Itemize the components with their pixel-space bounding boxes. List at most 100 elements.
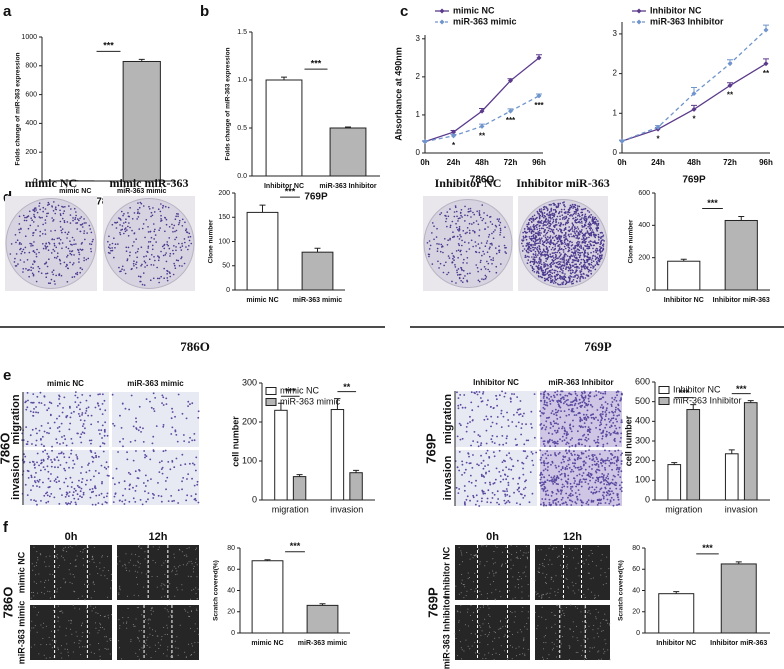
- legend-label: Inhibitor NC: [650, 5, 702, 15]
- bar: [330, 409, 345, 501]
- y-tick-label: 0: [231, 630, 235, 637]
- legend-marker: [439, 19, 445, 25]
- significance-label: ***: [285, 187, 296, 197]
- marker: [655, 124, 661, 130]
- error-bar: [671, 462, 678, 465]
- significance-label: ***: [506, 116, 516, 125]
- x-tick-label: mimic NC: [59, 188, 91, 195]
- bar: [246, 211, 279, 291]
- x-tick-label: Inhibitor miR-363: [710, 640, 767, 647]
- significance-label: *: [692, 114, 696, 123]
- column-label: miR-363 mimic: [127, 379, 184, 388]
- y-tick-label: 100: [635, 475, 650, 485]
- x-tick-label: Inhibitor NC: [656, 640, 696, 647]
- x-tick-label: mimic NC: [246, 297, 278, 304]
- photo: [117, 605, 199, 660]
- error-bar: [334, 398, 341, 410]
- x-tick-label: 0h: [617, 158, 626, 167]
- legend-swatch: [265, 398, 277, 406]
- legend-label: miR-363 Inhibitor: [673, 395, 742, 405]
- significance-label: **: [343, 382, 351, 392]
- photo: [30, 605, 112, 660]
- panel-letter: b: [200, 3, 209, 20]
- photo: [535, 605, 610, 660]
- significance-label: *: [452, 141, 456, 150]
- y-tick-label: 20: [632, 609, 640, 616]
- bar: [329, 127, 367, 177]
- cells: [534, 544, 610, 600]
- x-axis-label: 769P: [304, 192, 328, 203]
- y-axis-label: Clone number: [208, 219, 215, 263]
- y-tick-label: 60: [632, 566, 640, 573]
- x-tick-label: Inhibitor NC: [264, 183, 304, 190]
- y-tick-label: 400: [25, 120, 37, 127]
- cells: [112, 449, 200, 506]
- y-axis-label: cell number: [230, 416, 240, 467]
- cells: [454, 604, 529, 661]
- significance-label: ***: [103, 41, 114, 51]
- marker: [727, 61, 733, 67]
- x-tick-label: miR-363 mimic: [298, 640, 348, 647]
- y-axis-label: Absorbance at 490nm: [393, 47, 403, 141]
- y-tick-label: 0: [636, 630, 640, 637]
- error-bar: [345, 126, 351, 128]
- cells: [21, 391, 109, 448]
- cells: [455, 544, 530, 601]
- bar: [743, 402, 758, 501]
- bar: [686, 409, 701, 501]
- error-bar: [259, 204, 266, 213]
- photo: [22, 392, 109, 447]
- legend-swatch: [658, 397, 670, 405]
- marker: [451, 133, 456, 139]
- caption: 769P: [584, 339, 612, 354]
- bar: [292, 476, 307, 501]
- x-tick-label: 96h: [759, 158, 773, 167]
- significance-label: ***: [678, 388, 689, 398]
- bar: [667, 464, 682, 501]
- bar: [667, 260, 701, 291]
- bar: [349, 472, 363, 501]
- panel-letter: a: [3, 3, 12, 20]
- y-tick-label: 300: [635, 435, 650, 445]
- error-bar: [277, 402, 284, 411]
- photo: [455, 545, 530, 600]
- caption: 786O: [180, 339, 210, 354]
- y-axis-label: Folds change of miR-363 expression: [15, 52, 22, 165]
- x-tick-label: 24h: [651, 158, 665, 167]
- cells: [29, 604, 112, 661]
- legend-swatch: [658, 386, 670, 394]
- significance-label: **: [479, 131, 486, 140]
- bar: [720, 563, 757, 634]
- significance-label: ***: [285, 387, 296, 397]
- y-tick-label: 0: [613, 148, 618, 157]
- bar: [724, 219, 758, 291]
- error-bar: [738, 215, 745, 221]
- y-tick-label: 1.5: [237, 29, 247, 36]
- bar: [251, 560, 284, 634]
- cells: [426, 204, 507, 284]
- y-tick-label: 80: [632, 545, 640, 552]
- y-tick-label: 50: [222, 263, 230, 270]
- y-tick-label: 0: [33, 178, 37, 185]
- cells: [9, 201, 94, 285]
- line: [424, 57, 540, 143]
- bar: [301, 251, 334, 291]
- y-tick-label: 2: [416, 72, 421, 81]
- x-tick-label: migration: [665, 504, 702, 514]
- y-tick-label: 20: [227, 609, 235, 616]
- significance-label: ***: [311, 58, 322, 68]
- cell-line-label: 786O: [0, 433, 12, 465]
- marker: [691, 106, 697, 112]
- column-label: mimic NC: [25, 176, 77, 190]
- row-label: invasion: [442, 455, 454, 500]
- y-tick-label: 80: [227, 545, 235, 552]
- row-label: mimic NC: [16, 551, 26, 593]
- y-axis-label: Scratch covered(%): [618, 560, 625, 621]
- x-tick-label: miR-363 mimic: [293, 297, 343, 304]
- y-tick-label: 400: [638, 222, 650, 229]
- x-tick-label: 0h: [420, 158, 429, 167]
- x-tick-label: miR-363 mimic: [117, 188, 167, 195]
- legend-marker: [636, 8, 642, 14]
- y-tick-label: 2: [613, 69, 618, 78]
